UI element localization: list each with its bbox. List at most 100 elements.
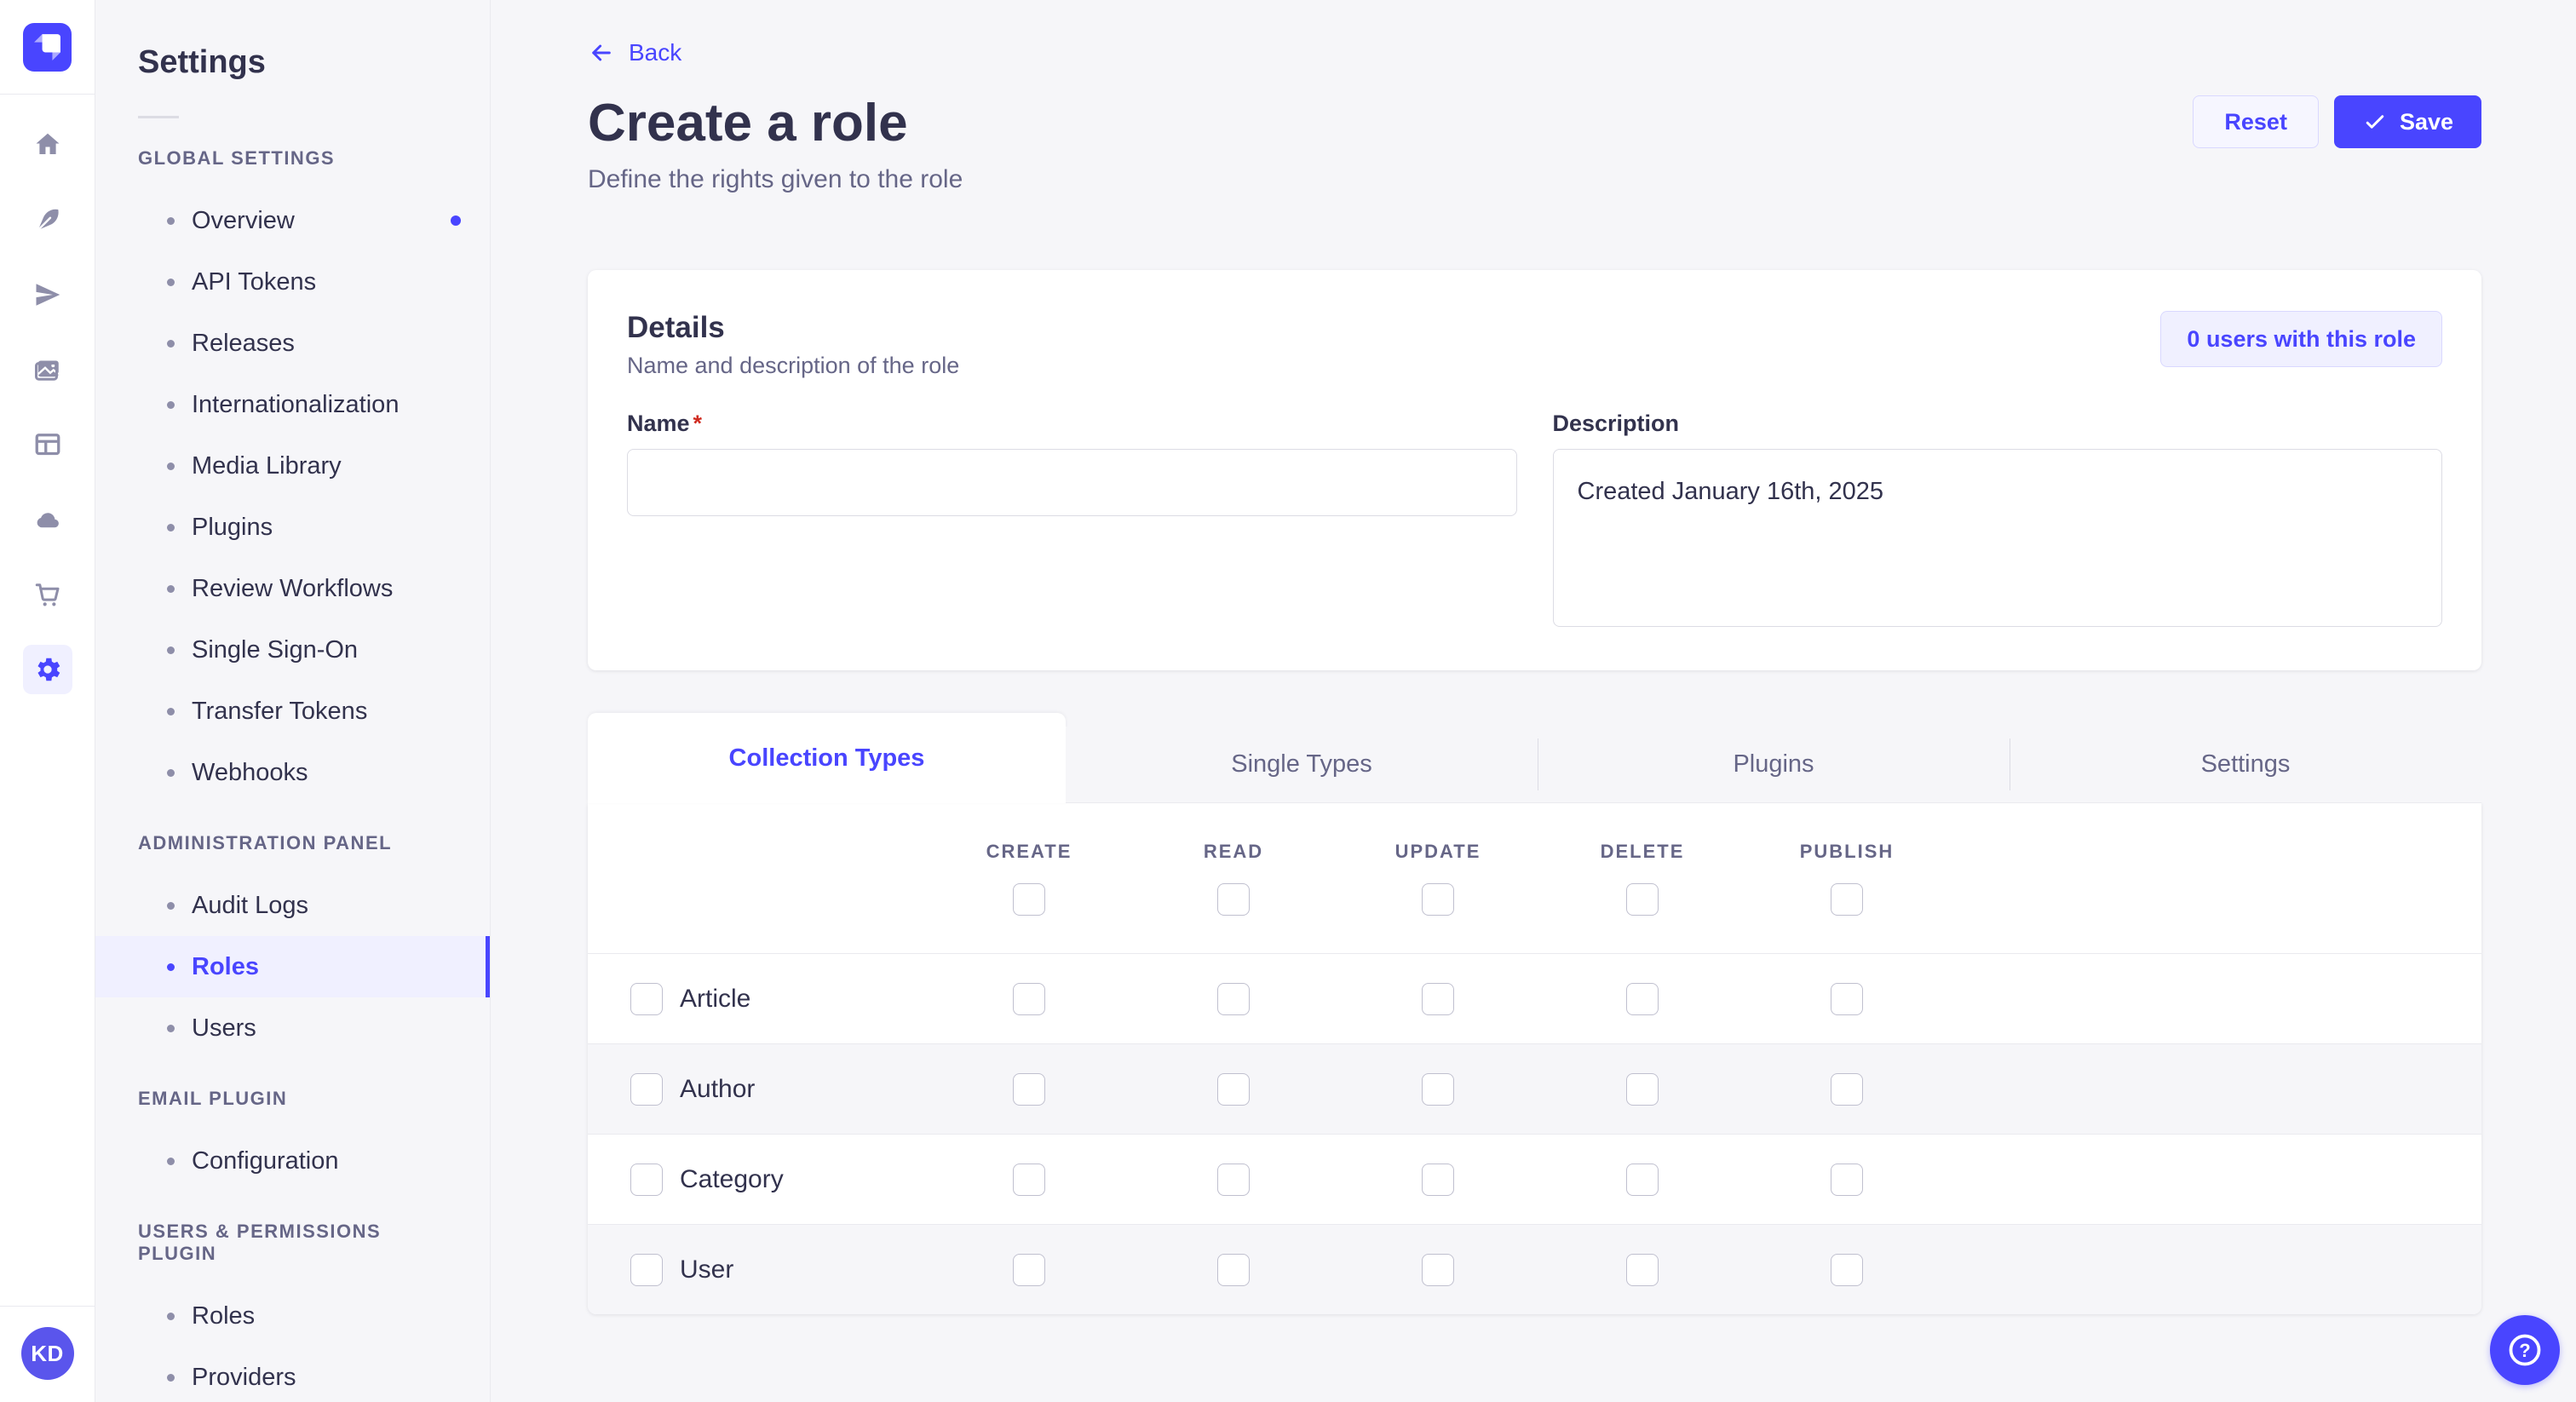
permissions-header-row: CREATE READ UPDATE DELETE PUBLISH [588,803,2481,953]
user-row-checkbox[interactable] [630,1253,663,1286]
user-avatar[interactable]: KD [20,1327,74,1380]
sidebar-item-audit-logs[interactable]: Audit Logs [95,875,490,936]
sidebar-item-label: Review Workflows [192,574,394,602]
users-with-role-badge[interactable]: 0 users with this role [2160,311,2442,367]
name-input[interactable] [627,449,1517,516]
layout-icon[interactable] [23,420,72,469]
sidebar-item-providers[interactable]: Providers [95,1347,490,1402]
email-plugin-list: Configuration [95,1130,490,1192]
sidebar-item-media-library[interactable]: Media Library [95,435,490,497]
category-delete-checkbox[interactable] [1626,1163,1659,1196]
author-read-checkbox[interactable] [1217,1072,1250,1106]
sidebar-item-up-roles[interactable]: Roles [95,1285,490,1347]
user-publish-checkbox[interactable] [1831,1253,1863,1286]
global-settings-list: Overview API Tokens Releases Internation… [95,190,490,803]
row-label: Article [680,984,751,1013]
article-publish-checkbox[interactable] [1831,982,1863,1015]
row-label-cell: User [588,1253,927,1286]
select-all-update-checkbox[interactable] [1422,883,1454,916]
sidebar-item-single-sign-on[interactable]: Single Sign-On [95,619,490,681]
author-delete-checkbox[interactable] [1626,1072,1659,1106]
sidebar-item-transfer-tokens[interactable]: Transfer Tokens [95,681,490,742]
category-read-checkbox[interactable] [1217,1163,1250,1196]
article-row-checkbox[interactable] [630,982,663,1015]
administration-panel-list: Audit Logs Roles Users [95,875,490,1059]
table-row-article: Article [588,953,2481,1043]
article-create-checkbox[interactable] [1013,982,1045,1015]
row-label: Category [680,1164,784,1193]
author-row-checkbox[interactable] [630,1072,663,1106]
back-link[interactable]: Back [588,39,681,66]
sidebar-item-internationalization[interactable]: Internationalization [95,374,490,435]
bullet-icon [167,646,175,654]
bullet-icon [167,216,175,225]
sidebar-item-api-tokens[interactable]: API Tokens [95,251,490,313]
strapi-logo[interactable] [23,23,72,72]
rail-bottom: KD [0,1306,95,1402]
sidebar-item-webhooks[interactable]: Webhooks [95,742,490,803]
select-all-delete-checkbox[interactable] [1626,883,1659,916]
column-header-read: READ [1203,841,1264,862]
select-all-create-checkbox[interactable] [1013,883,1045,916]
sidebar-item-label: Users [192,1014,256,1042]
cloud-icon[interactable] [23,495,72,544]
check-icon [2366,115,2384,129]
cart-icon[interactable] [23,570,72,619]
table-row-user: User [588,1224,2481,1314]
description-textarea[interactable]: Created January 16th, 2025 [1552,449,2442,627]
details-subtitle: Name and description of the role [627,353,960,378]
settings-gear-icon[interactable] [22,645,72,694]
feather-icon[interactable] [23,195,72,244]
category-publish-checkbox[interactable] [1831,1163,1863,1196]
sidebar-item-overview[interactable]: Overview [95,190,490,251]
sidebar-item-plugins[interactable]: Plugins [95,497,490,558]
tab-settings[interactable]: Settings [2010,727,2481,802]
name-label: Name * [627,410,1517,437]
column-update: UPDATE [1336,841,1540,916]
sidebar-item-releases[interactable]: Releases [95,313,490,374]
tab-single-types[interactable]: Single Types [1231,750,1372,778]
help-button[interactable]: ? [2490,1315,2560,1385]
user-read-checkbox[interactable] [1217,1253,1250,1286]
media-library-icon[interactable] [23,345,72,394]
save-button[interactable]: Save [2333,95,2481,148]
category-row-checkbox[interactable] [630,1163,663,1196]
sidebar-item-users[interactable]: Users [95,997,490,1059]
select-all-publish-checkbox[interactable] [1831,883,1863,916]
user-create-checkbox[interactable] [1013,1253,1045,1286]
article-update-checkbox[interactable] [1422,982,1454,1015]
main-content: Back Create a role Define the rights giv… [491,0,2576,1402]
settings-subnav: Settings GLOBAL SETTINGS Overview API To… [95,0,491,1402]
tab-plugins[interactable]: Plugins [1538,727,2010,802]
row-label-cell: Article [588,982,927,1015]
permissions-table: CREATE READ UPDATE DELETE PUBLISH [588,803,2481,1314]
column-read: READ [1131,841,1336,916]
bullet-icon [167,1157,175,1165]
sidebar-item-label: Providers [192,1363,296,1391]
article-delete-checkbox[interactable] [1626,982,1659,1015]
home-icon[interactable] [23,120,72,170]
user-delete-checkbox[interactable] [1626,1253,1659,1286]
header-actions: Reset Save [2193,95,2481,148]
sidebar-item-roles-active[interactable]: Roles [95,936,490,997]
column-header-create: CREATE [986,841,1072,862]
bullet-icon [167,707,175,715]
article-read-checkbox[interactable] [1217,982,1250,1015]
sidebar-item-configuration[interactable]: Configuration [95,1130,490,1192]
logo-area [0,0,95,95]
author-publish-checkbox[interactable] [1831,1072,1863,1106]
tab-collection-types[interactable]: Collection Types [588,713,1066,803]
sidebar-item-label: Configuration [192,1146,339,1175]
send-icon[interactable] [23,270,72,319]
reset-button[interactable]: Reset [2193,95,2319,148]
author-update-checkbox[interactable] [1422,1072,1454,1106]
user-update-checkbox[interactable] [1422,1253,1454,1286]
select-all-read-checkbox[interactable] [1217,883,1250,916]
author-create-checkbox[interactable] [1013,1072,1045,1106]
category-update-checkbox[interactable] [1422,1163,1454,1196]
bullet-icon [167,339,175,348]
sidebar-item-label: Internationalization [192,390,400,418]
sidebar-item-label: Roles [192,1301,256,1330]
sidebar-item-review-workflows[interactable]: Review Workflows [95,558,490,619]
category-create-checkbox[interactable] [1013,1163,1045,1196]
